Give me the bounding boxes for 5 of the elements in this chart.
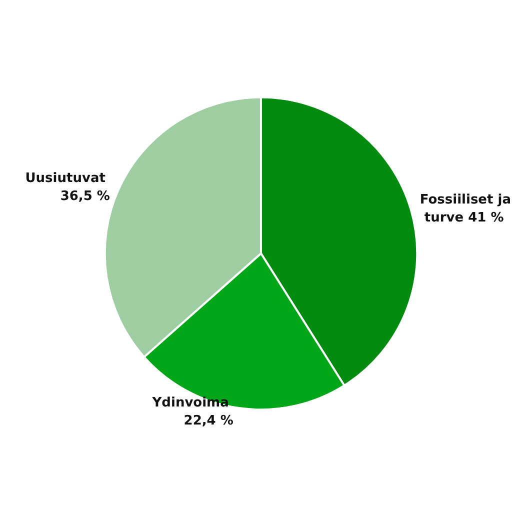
slice-label: Fossiiliset ja turve 41 % (420, 192, 511, 226)
slice-label: Ydinvoima (151, 396, 234, 410)
slice-label: Uusiutuvat (25, 171, 110, 186)
data-label: 22,4 % (184, 414, 234, 428)
data-label: 36,5 % (60, 189, 110, 204)
